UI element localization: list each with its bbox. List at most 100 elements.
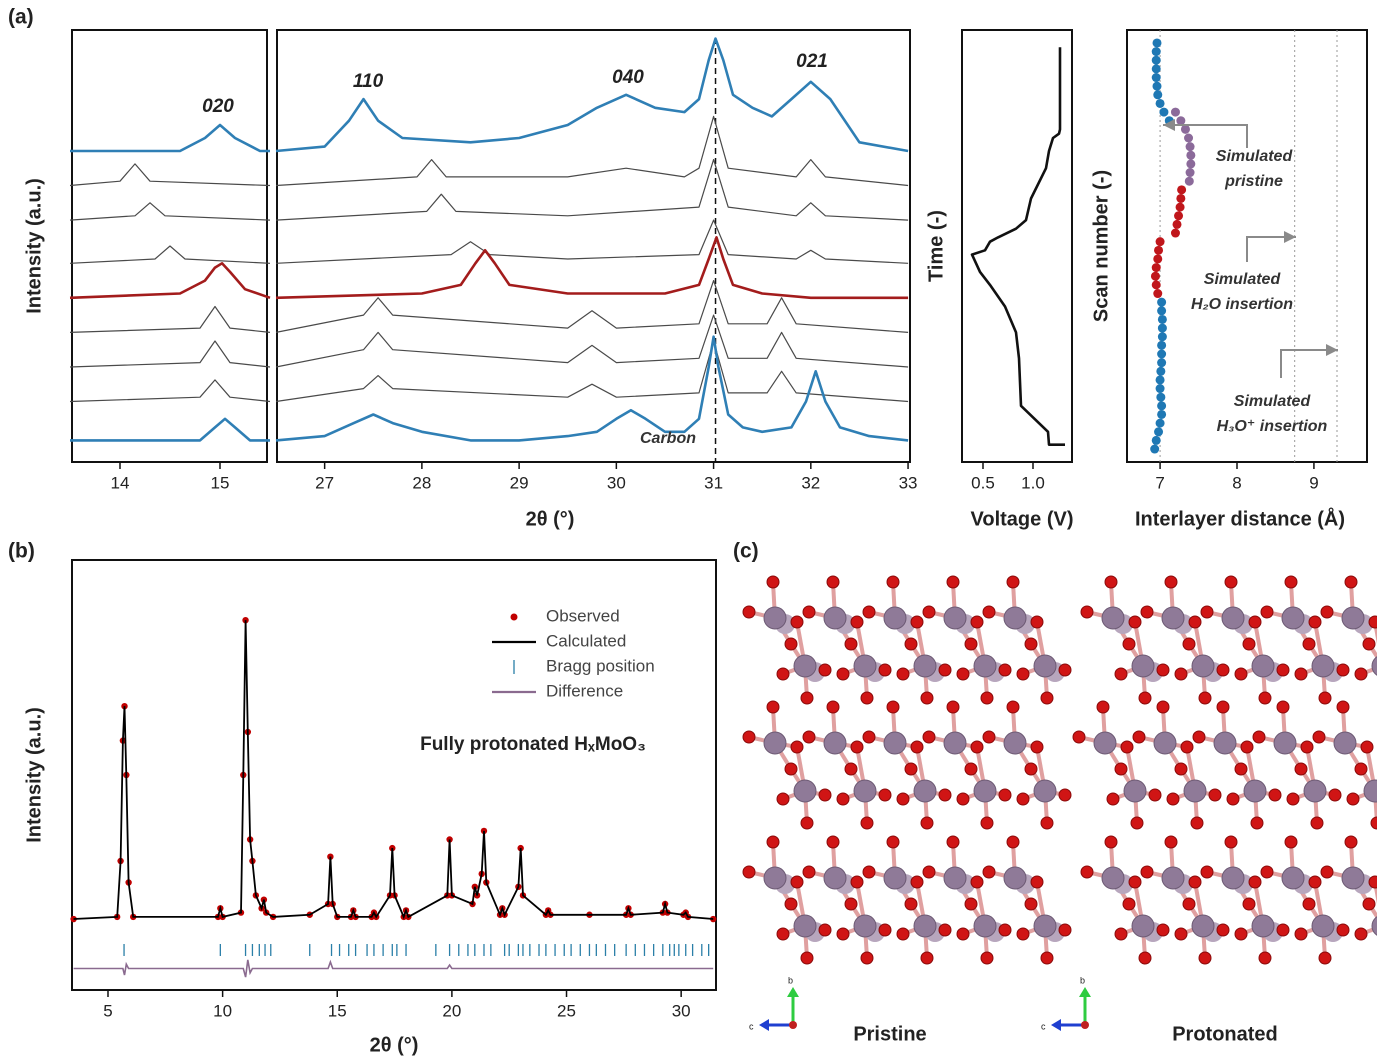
o-atom (837, 928, 849, 940)
o-atom (1243, 898, 1255, 910)
o-atom (1321, 866, 1333, 878)
o-atom (819, 789, 831, 801)
peak-label: 110 (353, 71, 384, 92)
o-atom (1303, 898, 1315, 910)
data-point (1186, 151, 1195, 160)
mo-atom (764, 867, 786, 889)
annotation: Fully protonated HₓMoO₃ (420, 734, 646, 755)
o-atom (879, 924, 891, 936)
mo-atom (854, 915, 876, 937)
mo-atom (1004, 732, 1026, 754)
o-atom (1157, 664, 1169, 676)
mo-atom (794, 655, 816, 677)
data-point (1159, 108, 1168, 117)
o-atom (1217, 701, 1229, 713)
o-atom (1059, 789, 1071, 801)
mo-atom (1312, 655, 1334, 677)
mo-atom (974, 915, 996, 937)
simulation-label: H₂O insertion (1191, 296, 1293, 313)
o-atom (971, 616, 983, 628)
o-atom (1309, 616, 1321, 628)
mo-atom (1124, 780, 1146, 802)
o-atom (1115, 668, 1127, 680)
mo-atom (764, 607, 786, 629)
o-atom (777, 793, 789, 805)
o-atom (1345, 576, 1357, 588)
data-point (1156, 237, 1165, 246)
panel-label: (b) (8, 540, 35, 563)
o-atom (827, 701, 839, 713)
o-atom (827, 576, 839, 588)
mo-atom (794, 915, 816, 937)
o-atom (851, 741, 863, 753)
mo-atom (1034, 655, 1056, 677)
mo-atom (1252, 655, 1274, 677)
x-axis-label: 2θ (°) (526, 508, 575, 530)
axis-b-head (787, 987, 799, 997)
o-atom (767, 576, 779, 588)
mo-atom (1342, 867, 1364, 889)
o-atom (801, 817, 813, 829)
o-atom (1287, 793, 1299, 805)
mo-atom (1312, 915, 1334, 937)
o-atom (1251, 817, 1263, 829)
o-atom (1295, 763, 1307, 775)
data-point (1176, 194, 1185, 203)
o-atom (819, 924, 831, 936)
o-atom (981, 952, 993, 964)
x-tick-label: 0.5 (971, 473, 995, 492)
o-atom (1369, 616, 1377, 628)
data-point (1154, 427, 1163, 436)
o-atom (1355, 928, 1367, 940)
mo-atom (794, 780, 816, 802)
o-atom (1167, 793, 1179, 805)
o-atom (1301, 741, 1313, 753)
o-atom (1303, 638, 1315, 650)
mo-atom (1334, 732, 1356, 754)
x-tick-label: 5 (103, 1001, 112, 1020)
o-atom (1369, 876, 1377, 888)
o-atom (923, 731, 935, 743)
o-atom (905, 638, 917, 650)
o-atom (1129, 616, 1141, 628)
data-point (1153, 90, 1162, 99)
mo-atom (884, 607, 906, 629)
o-atom (863, 731, 875, 743)
x-tick-label: 31 (704, 473, 723, 492)
data-point (1150, 445, 1159, 454)
data-point (1156, 384, 1165, 393)
o-atom (1295, 668, 1307, 680)
mo-atom (1364, 780, 1377, 802)
x-axis-label: Interlayer distance (Å) (1135, 506, 1345, 530)
arrow (1247, 237, 1296, 262)
o-atom (887, 836, 899, 848)
o-atom (1189, 616, 1201, 628)
o-atom (791, 616, 803, 628)
o-atom (905, 763, 917, 775)
o-atom (845, 763, 857, 775)
mo-atom (1274, 732, 1296, 754)
o-atom (1107, 793, 1119, 805)
axis-label: c (1041, 1021, 1046, 1031)
data-point (1152, 263, 1161, 272)
mo-atom (1342, 607, 1364, 629)
mo-atom (1192, 655, 1214, 677)
x-tick-label: 1.0 (1021, 473, 1045, 492)
o-atom (911, 616, 923, 628)
o-atom (879, 664, 891, 676)
mo-atom (1184, 780, 1206, 802)
data-point (1152, 436, 1161, 445)
series-line (972, 47, 1065, 444)
data-point (1176, 203, 1185, 212)
o-atom (887, 576, 899, 588)
o-atom (1007, 576, 1019, 588)
data-point (1157, 341, 1166, 350)
axes: 510152025302θ (°)Intensity (a.u.)Observe… (23, 560, 716, 1056)
o-atom (1183, 898, 1195, 910)
o-atom (1031, 876, 1043, 888)
o-atom (1025, 763, 1037, 775)
x-tick-label: 27 (315, 473, 334, 492)
o-atom (911, 741, 923, 753)
mo-atom (1282, 607, 1304, 629)
o-atom (1199, 952, 1211, 964)
